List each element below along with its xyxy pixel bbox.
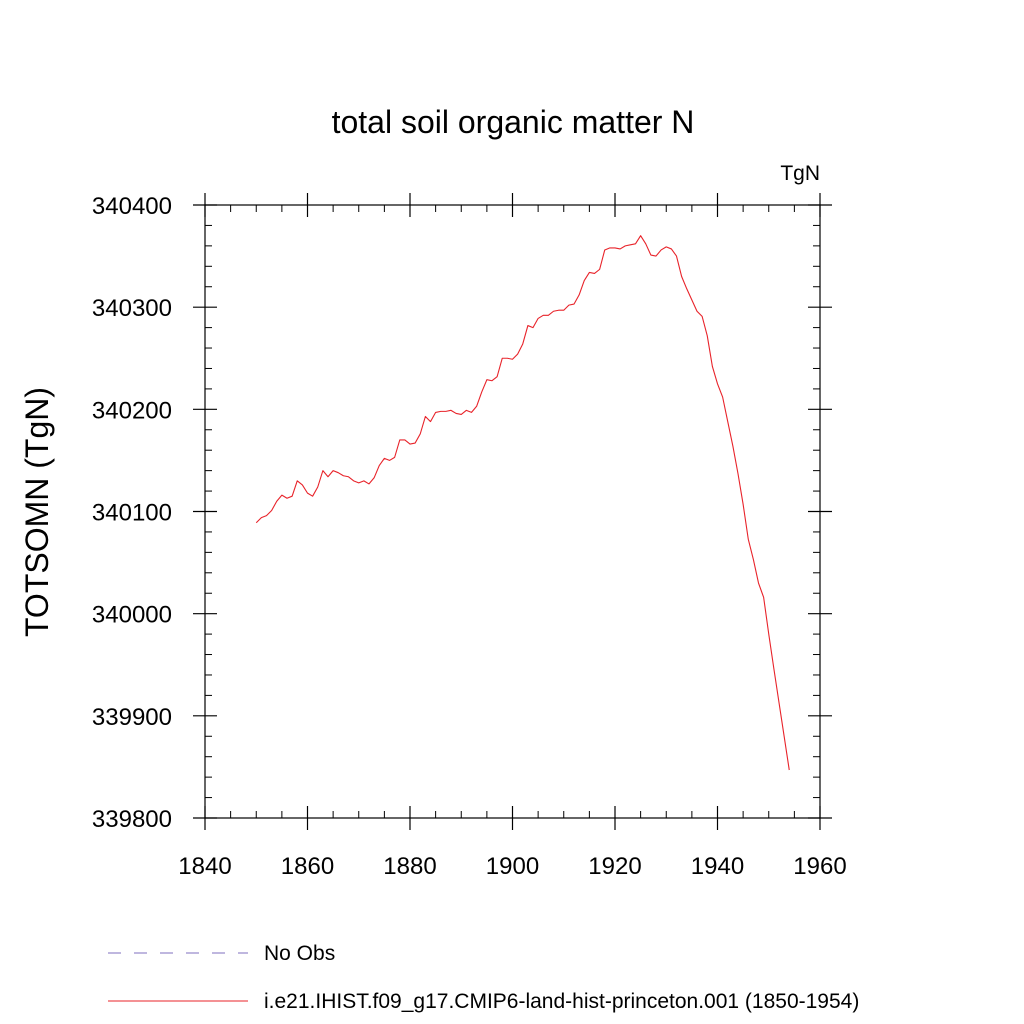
x-tick-label: 1900 xyxy=(486,853,539,880)
x-tick-label: 1940 xyxy=(691,853,744,880)
y-tick-label: 340200 xyxy=(92,397,172,424)
y-tick-label: 340100 xyxy=(92,500,172,527)
major-ticks xyxy=(193,193,832,830)
x-tick-label: 1860 xyxy=(281,853,334,880)
y-tick-label: 340000 xyxy=(92,602,172,629)
legend-label-no-obs: No Obs xyxy=(264,942,335,965)
y-tick-label: 340300 xyxy=(92,295,172,322)
y-axis-label: TOTSOMN (TgN) xyxy=(19,387,55,637)
x-tick-labels: 1840 1860 1880 1900 1920 1940 1960 xyxy=(178,853,846,880)
legend: No Obs i.e21.IHIST.f09_g17.CMIP6-land-hi… xyxy=(108,942,859,1013)
y-tick-label: 339800 xyxy=(92,806,172,833)
x-tick-label: 1960 xyxy=(793,853,846,880)
x-tick-label: 1840 xyxy=(178,853,231,880)
legend-label-model: i.e21.IHIST.f09_g17.CMIP6-land-hist-prin… xyxy=(264,990,859,1013)
y-tick-label: 339900 xyxy=(92,704,172,731)
y-tick-labels: 339800 339900 340000 340100 340200 340300 3404… xyxy=(92,193,172,833)
plot-frame xyxy=(204,204,821,819)
chart-title: total soil organic matter N xyxy=(332,104,695,140)
series-line-0 xyxy=(255,235,790,771)
minor-ticks xyxy=(205,205,820,818)
y-tick-label: 340400 xyxy=(92,193,172,220)
x-tick-label: 1880 xyxy=(383,853,436,880)
units-label: TgN xyxy=(780,162,820,185)
series-lines xyxy=(255,235,790,771)
x-tick-label: 1920 xyxy=(588,853,641,880)
